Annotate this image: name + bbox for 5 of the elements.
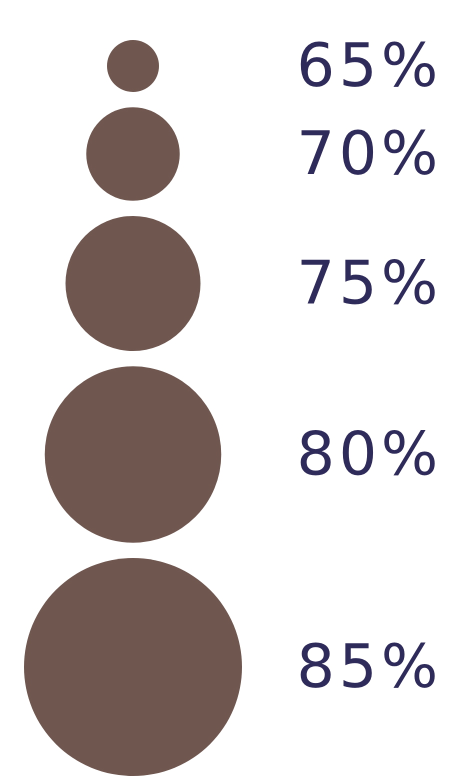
data-label: 80% bbox=[296, 420, 442, 490]
data-label: 70% bbox=[296, 119, 442, 189]
data-label: 65% bbox=[296, 31, 442, 101]
data-label: 75% bbox=[296, 248, 442, 318]
data-label: 85% bbox=[296, 632, 442, 702]
